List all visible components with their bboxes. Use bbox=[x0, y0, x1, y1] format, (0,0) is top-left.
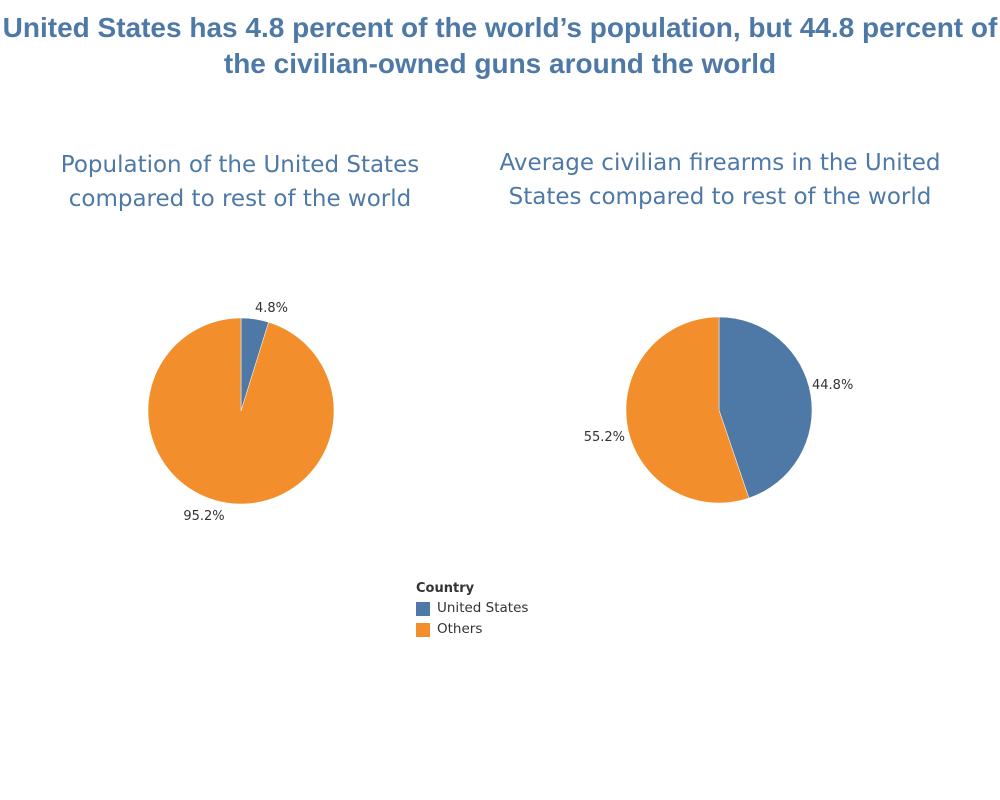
legend-item-united-states[interactable]: United States bbox=[416, 598, 528, 619]
legend-swatch-others bbox=[416, 622, 430, 637]
legend-item-others[interactable]: Others bbox=[416, 619, 528, 640]
slice-label-others: 55.2% bbox=[584, 430, 625, 445]
population-chart-title: Population of the United States compared… bbox=[60, 152, 420, 212]
pie-slice-others[interactable] bbox=[625, 316, 750, 504]
pie-slice-united-states[interactable] bbox=[718, 316, 813, 499]
firearms-chart-title: Average civilian firearms in the United … bbox=[499, 150, 941, 210]
slice-label-united-states: 4.8% bbox=[255, 301, 288, 316]
legend-swatch-united-states bbox=[416, 601, 430, 616]
slice-label-others: 95.2% bbox=[183, 509, 224, 524]
pie-slice-others[interactable] bbox=[147, 317, 335, 505]
page-title: United States has 4.8 percent of the wor… bbox=[2, 12, 998, 79]
legend-label-united-states: United States bbox=[437, 600, 529, 616]
legend: Country United States Others bbox=[416, 580, 528, 640]
legend-title: Country bbox=[416, 581, 475, 596]
legend-label-others: Others bbox=[437, 621, 483, 637]
slice-label-united-states: 44.8% bbox=[812, 378, 853, 393]
